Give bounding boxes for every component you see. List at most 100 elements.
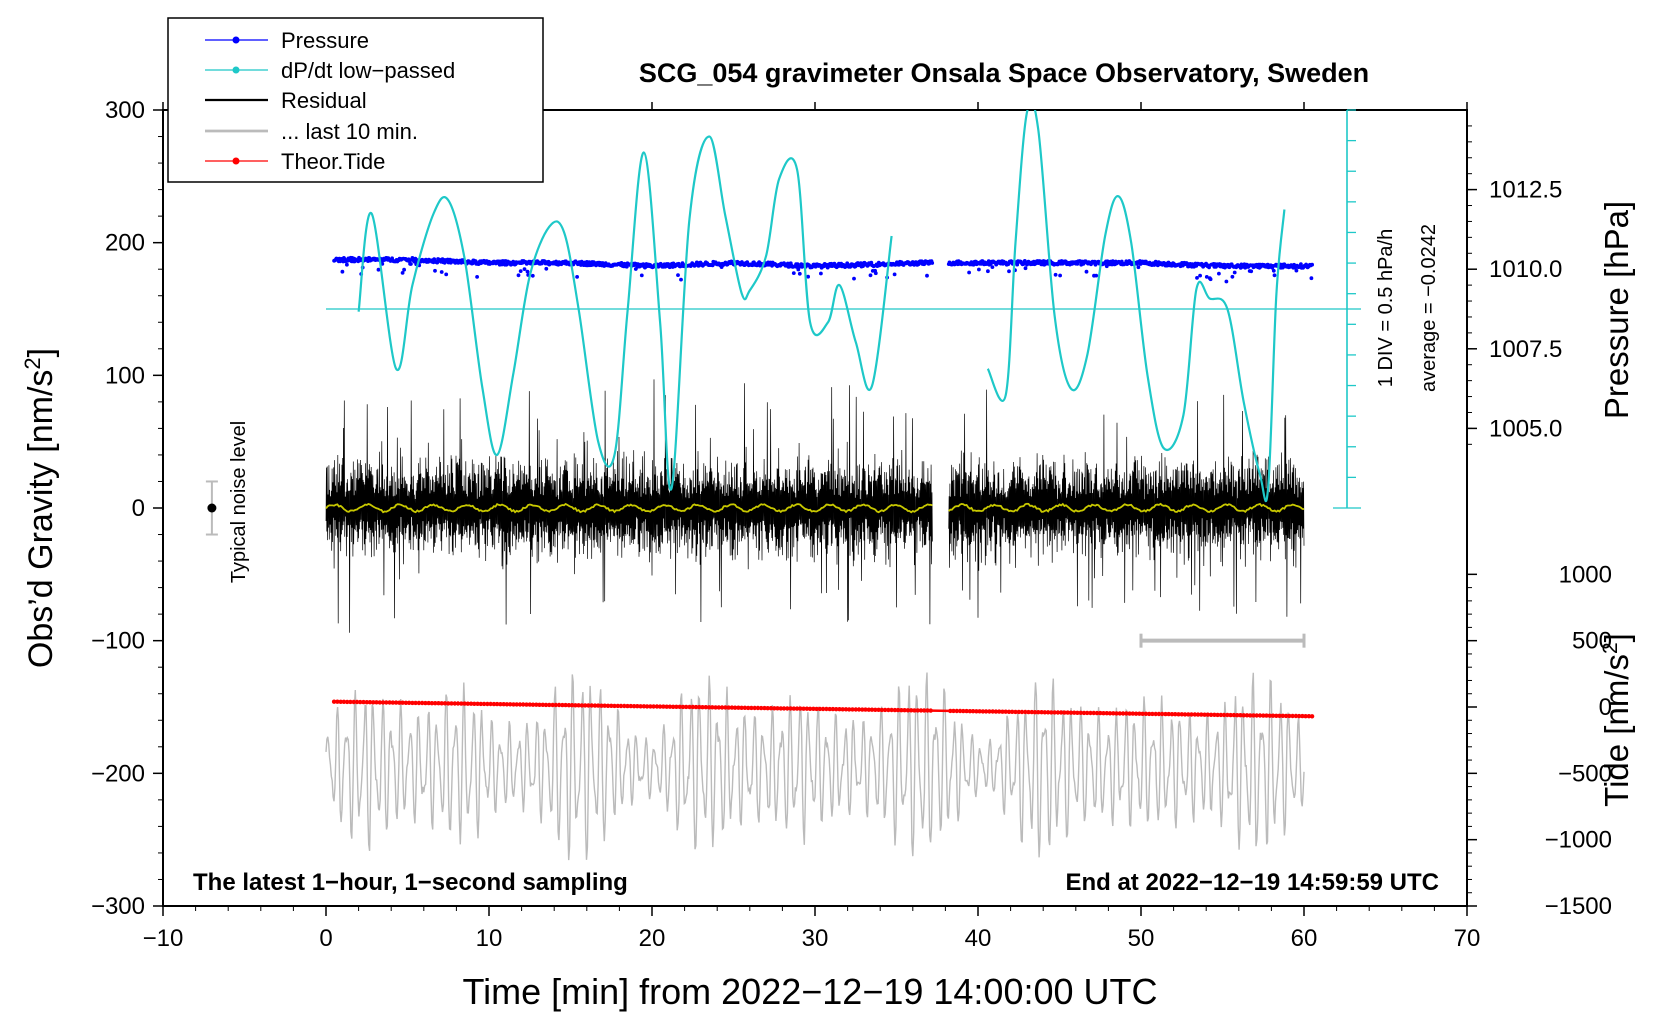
tide-point — [1290, 713, 1295, 719]
tide-point — [423, 700, 428, 706]
tide-point — [847, 707, 852, 712]
tide-point — [882, 707, 888, 713]
tide-point — [869, 707, 875, 712]
tide-point — [1010, 709, 1015, 714]
tide-point — [358, 699, 363, 705]
pressure-point — [1195, 276, 1199, 280]
tide-point — [410, 700, 415, 706]
tide-point — [990, 709, 995, 714]
tide-point — [759, 705, 764, 711]
dpdt-series-line-1 — [357, 135, 893, 491]
tide-point — [478, 701, 483, 707]
tide-point — [511, 702, 516, 707]
tide-point — [335, 699, 340, 704]
tide-point — [1192, 712, 1198, 717]
tide-point — [1075, 710, 1080, 715]
tide-point — [1032, 710, 1038, 715]
tide-point — [830, 706, 836, 712]
tide-point — [1019, 709, 1025, 715]
tide-point — [909, 708, 914, 713]
pressure-point — [1023, 266, 1028, 271]
dpdt-scale-label: 1 DIV = 0.5 hPa/h — [1375, 229, 1397, 387]
tide-point — [860, 707, 865, 712]
tide-point — [742, 705, 748, 710]
pressure-point — [516, 273, 521, 278]
tide-point — [749, 705, 754, 711]
tide-point — [1267, 713, 1273, 718]
tide-point — [886, 707, 891, 713]
tide-point — [827, 706, 832, 712]
tide-point — [592, 703, 598, 708]
tide-point — [367, 700, 373, 705]
tide-point — [354, 699, 360, 705]
tide-point — [599, 703, 604, 708]
pressure-point — [1136, 265, 1141, 270]
tide-point — [331, 699, 337, 704]
tide-point — [550, 702, 555, 708]
tide-point — [403, 700, 409, 705]
x-tick-label: 30 — [802, 925, 829, 952]
pressure-point — [340, 269, 345, 274]
tide-point — [1029, 709, 1035, 715]
tide-point — [514, 702, 519, 707]
tide-point — [1016, 709, 1021, 715]
tide-point — [785, 706, 790, 711]
tide-point — [609, 703, 614, 708]
tide-point — [684, 704, 689, 710]
tide-point — [814, 706, 819, 712]
tide-point — [768, 706, 774, 711]
pressure-point — [524, 262, 529, 266]
y-tick-label: 100 — [105, 362, 145, 389]
tide-point — [341, 699, 347, 704]
tide-point — [811, 706, 816, 711]
pressure-tick-label: 1007.5 — [1489, 336, 1562, 363]
pressure-point — [1310, 262, 1314, 267]
tide-point — [902, 708, 907, 713]
tide-tick-label: 500 — [1572, 628, 1612, 655]
tide-point — [1244, 713, 1250, 718]
dpdt-series-line-2 — [986, 110, 1286, 503]
tide-point — [534, 702, 539, 707]
tide-point — [1238, 713, 1243, 718]
pressure-point — [475, 275, 479, 279]
x-tick-label: 70 — [1454, 925, 1481, 952]
pressure-point — [791, 271, 796, 275]
legend: Pressure dP/dt low−passed Residual ... l… — [167, 17, 544, 183]
tide-point — [446, 701, 451, 706]
tide-point — [1283, 713, 1289, 719]
tide-point — [957, 708, 963, 714]
legend-entry-tide: Theor.Tide — [205, 149, 385, 174]
tide-tick-label: 0 — [1599, 694, 1612, 721]
tide-point — [390, 700, 395, 705]
pressure-point — [990, 265, 995, 269]
y-tick-label: −200 — [91, 760, 145, 787]
pressure-point — [977, 267, 981, 272]
tide-point — [687, 704, 692, 710]
tide-point — [1055, 710, 1061, 715]
y-axis-title-pressure: Pressure [hPa] — [1598, 201, 1635, 419]
tide-point — [583, 703, 588, 708]
tide-point — [657, 704, 663, 709]
legend-label: Theor.Tide — [281, 149, 385, 174]
chart-title: SCG_054 gravimeter Onsala Space Observat… — [639, 58, 1369, 88]
tide-point — [1101, 711, 1106, 716]
tide-point — [801, 706, 806, 711]
tide-point — [338, 699, 343, 704]
tide-point — [987, 709, 992, 714]
tide-point — [1143, 711, 1149, 716]
pressure-point — [1224, 279, 1229, 284]
tide-point — [1072, 710, 1077, 715]
tide-point — [703, 705, 708, 710]
tide-point — [433, 701, 438, 706]
tide-point — [863, 707, 868, 712]
pressure-point — [986, 259, 991, 263]
tide-point — [1081, 710, 1087, 716]
tide-point — [462, 701, 467, 706]
y-tick-label: −300 — [91, 893, 145, 920]
tide-point — [615, 703, 620, 709]
tide-point — [517, 702, 523, 707]
tide-point — [974, 709, 979, 714]
tide-point — [494, 701, 500, 707]
tide-point — [628, 703, 633, 709]
tide-point — [1166, 711, 1171, 717]
